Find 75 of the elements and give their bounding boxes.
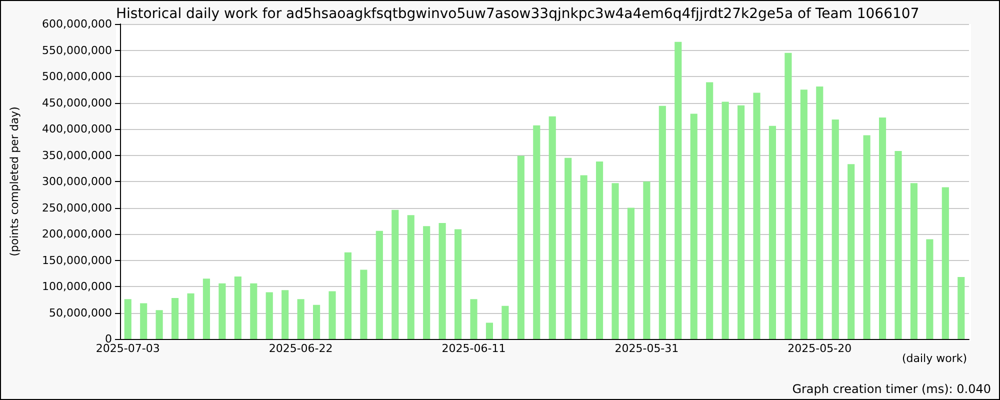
y-axis-title: (points completed per day) [8,106,21,256]
bar [124,299,132,339]
bar [784,52,792,339]
bar [517,156,524,339]
bar [612,183,619,339]
bar [266,292,273,339]
bar [737,105,745,339]
x-tick-label: 2025-05-20 [788,342,852,355]
bar [470,299,478,339]
bar [407,215,414,339]
bar [706,82,714,339]
bar [580,175,588,339]
y-tick-label: 550,000,000 [42,44,112,57]
bar [894,151,902,339]
bar [848,164,855,339]
bar [627,208,635,339]
y-tick-label: 400,000,000 [42,122,112,136]
bar [344,252,352,339]
bar [690,114,698,339]
bar [643,182,650,339]
bar [942,187,949,339]
bar [768,126,776,339]
bar [187,293,194,339]
bar [423,226,430,339]
bar [658,106,666,339]
bar [438,222,446,339]
x-axis-title: (daily work) [902,352,968,365]
y-tick-label: 450,000,000 [42,96,112,110]
x-tick-label: 2025-06-22 [268,342,333,355]
bar [816,86,824,339]
y-tick-label: 200,000,000 [42,228,112,240]
bar [863,135,870,339]
bar [328,291,336,339]
bar [454,229,462,339]
x-tick-label: 2025-05-31 [614,342,679,355]
y-tick-label: 250,000,000 [42,201,112,214]
bar [140,303,148,339]
bar [171,298,179,339]
y-tick-label: 600,000,000 [42,18,112,30]
bar [674,42,682,339]
bar [878,117,886,339]
bar [202,278,210,339]
bar [753,92,760,339]
text: Graph creation timer (ms): 0.040 [792,382,992,396]
bar [297,299,304,339]
bar [548,116,556,339]
bar [156,310,163,339]
y-tick-label: 50,000,000 [49,306,112,320]
bar [234,276,242,339]
bar [722,102,729,339]
bar [926,239,934,339]
bar [312,304,320,339]
bar [564,158,572,339]
x-tick-label: 2025-06-11 [442,342,506,355]
bar [832,120,839,339]
y-tick-label: 100,000,000 [42,280,112,293]
y-tick-label: 150,000,000 [42,254,112,267]
bar [800,90,808,339]
bar [392,210,399,339]
bar [533,125,540,339]
bar [282,290,289,339]
bar [376,230,383,339]
bar [596,162,604,339]
bar [486,322,494,339]
bar [958,277,965,339]
bar [218,283,226,339]
bar [502,306,509,339]
bar [360,270,368,339]
y-tick-label: 350,000,000 [42,148,112,162]
bar [250,283,258,339]
y-tick-label: 500,000,000 [42,70,112,83]
chart-title: Historical daily work for ad5hsaoagkfsqtbgwinvo5uw7asow33qjnkpc3w4a4em6q4fjjrdt27k2ge5a of Team 1066107 [116,6,920,22]
y-tick-label: 300,000,000 [42,175,112,188]
bar [910,183,918,339]
x-tick-label: 2025-07-03 [96,342,160,355]
